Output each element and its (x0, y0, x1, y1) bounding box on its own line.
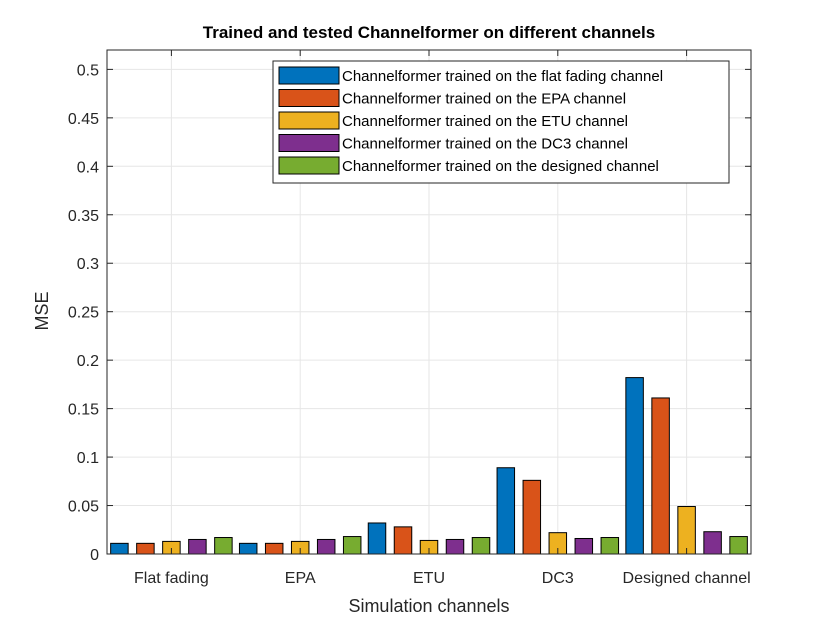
bar (316, 538, 336, 555)
bar (188, 538, 207, 555)
bar (264, 542, 284, 555)
x-tick-label: EPA (285, 570, 316, 587)
legend-swatch (278, 134, 340, 152)
bars (110, 377, 748, 555)
y-tick-label: 0.05 (68, 499, 99, 516)
legend-swatch (278, 66, 340, 85)
x-tick-label: Flat fading (134, 570, 209, 587)
bar (522, 479, 542, 555)
bar (445, 538, 465, 555)
x-axis-ticks: Flat fading EPA ETU DC3 Designed channel (134, 50, 751, 587)
x-tick-label: Designed channel (623, 570, 751, 587)
y-tick-label: 0.35 (68, 208, 99, 225)
bar (342, 536, 362, 555)
y-tick-label: 0.5 (77, 62, 99, 79)
bar (625, 377, 644, 555)
y-tick-label: 0 (90, 547, 99, 564)
x-tick-label: ETU (413, 570, 445, 587)
legend-label: Channelformer trained on the flat fading… (342, 68, 663, 85)
legend-box (272, 60, 730, 184)
chart-title: Trained and tested Channelformer on diff… (203, 23, 655, 42)
legend-label: Channelformer trained on the ETU channel (342, 113, 628, 130)
bar (600, 537, 620, 555)
x-axis-title: Simulation channels (348, 596, 509, 616)
bar (367, 522, 387, 555)
y-tick-label: 0.4 (77, 159, 99, 176)
bar (238, 542, 258, 555)
y-axis-title: MSE (32, 291, 52, 330)
bar (703, 531, 722, 555)
bar (110, 542, 129, 555)
bar (214, 537, 233, 555)
legend-swatch (278, 89, 340, 107)
bar (496, 467, 516, 555)
bar (729, 536, 748, 555)
bar (393, 526, 413, 555)
legend-label: Channelformer trained on the EPA channel (342, 91, 626, 108)
bar (574, 537, 594, 555)
y-tick-label: 0.2 (77, 353, 99, 370)
y-tick-label: 0.15 (68, 402, 99, 419)
bar (651, 397, 670, 555)
bar (677, 506, 696, 555)
legend-label: Channelformer trained on the designed ch… (342, 158, 659, 175)
y-tick-label: 0.25 (68, 305, 99, 322)
y-axis-ticks: 0 0.05 0.1 0.15 0.2 0.25 0.3 0.35 0.4 0.45 0.5 (68, 62, 751, 564)
bar (471, 537, 491, 555)
y-tick-label: 0.1 (77, 450, 99, 467)
legend-swatch (278, 156, 340, 175)
legend-swatch (278, 111, 340, 130)
x-tick-label: DC3 (542, 570, 574, 587)
legend-label: Channelformer trained on the DC3 channel (342, 136, 628, 153)
legend: Channelformer trained on the flat fading… (272, 60, 730, 184)
y-tick-label: 0.3 (77, 256, 99, 273)
bar (136, 542, 155, 555)
y-tick-label: 0.45 (68, 111, 99, 128)
